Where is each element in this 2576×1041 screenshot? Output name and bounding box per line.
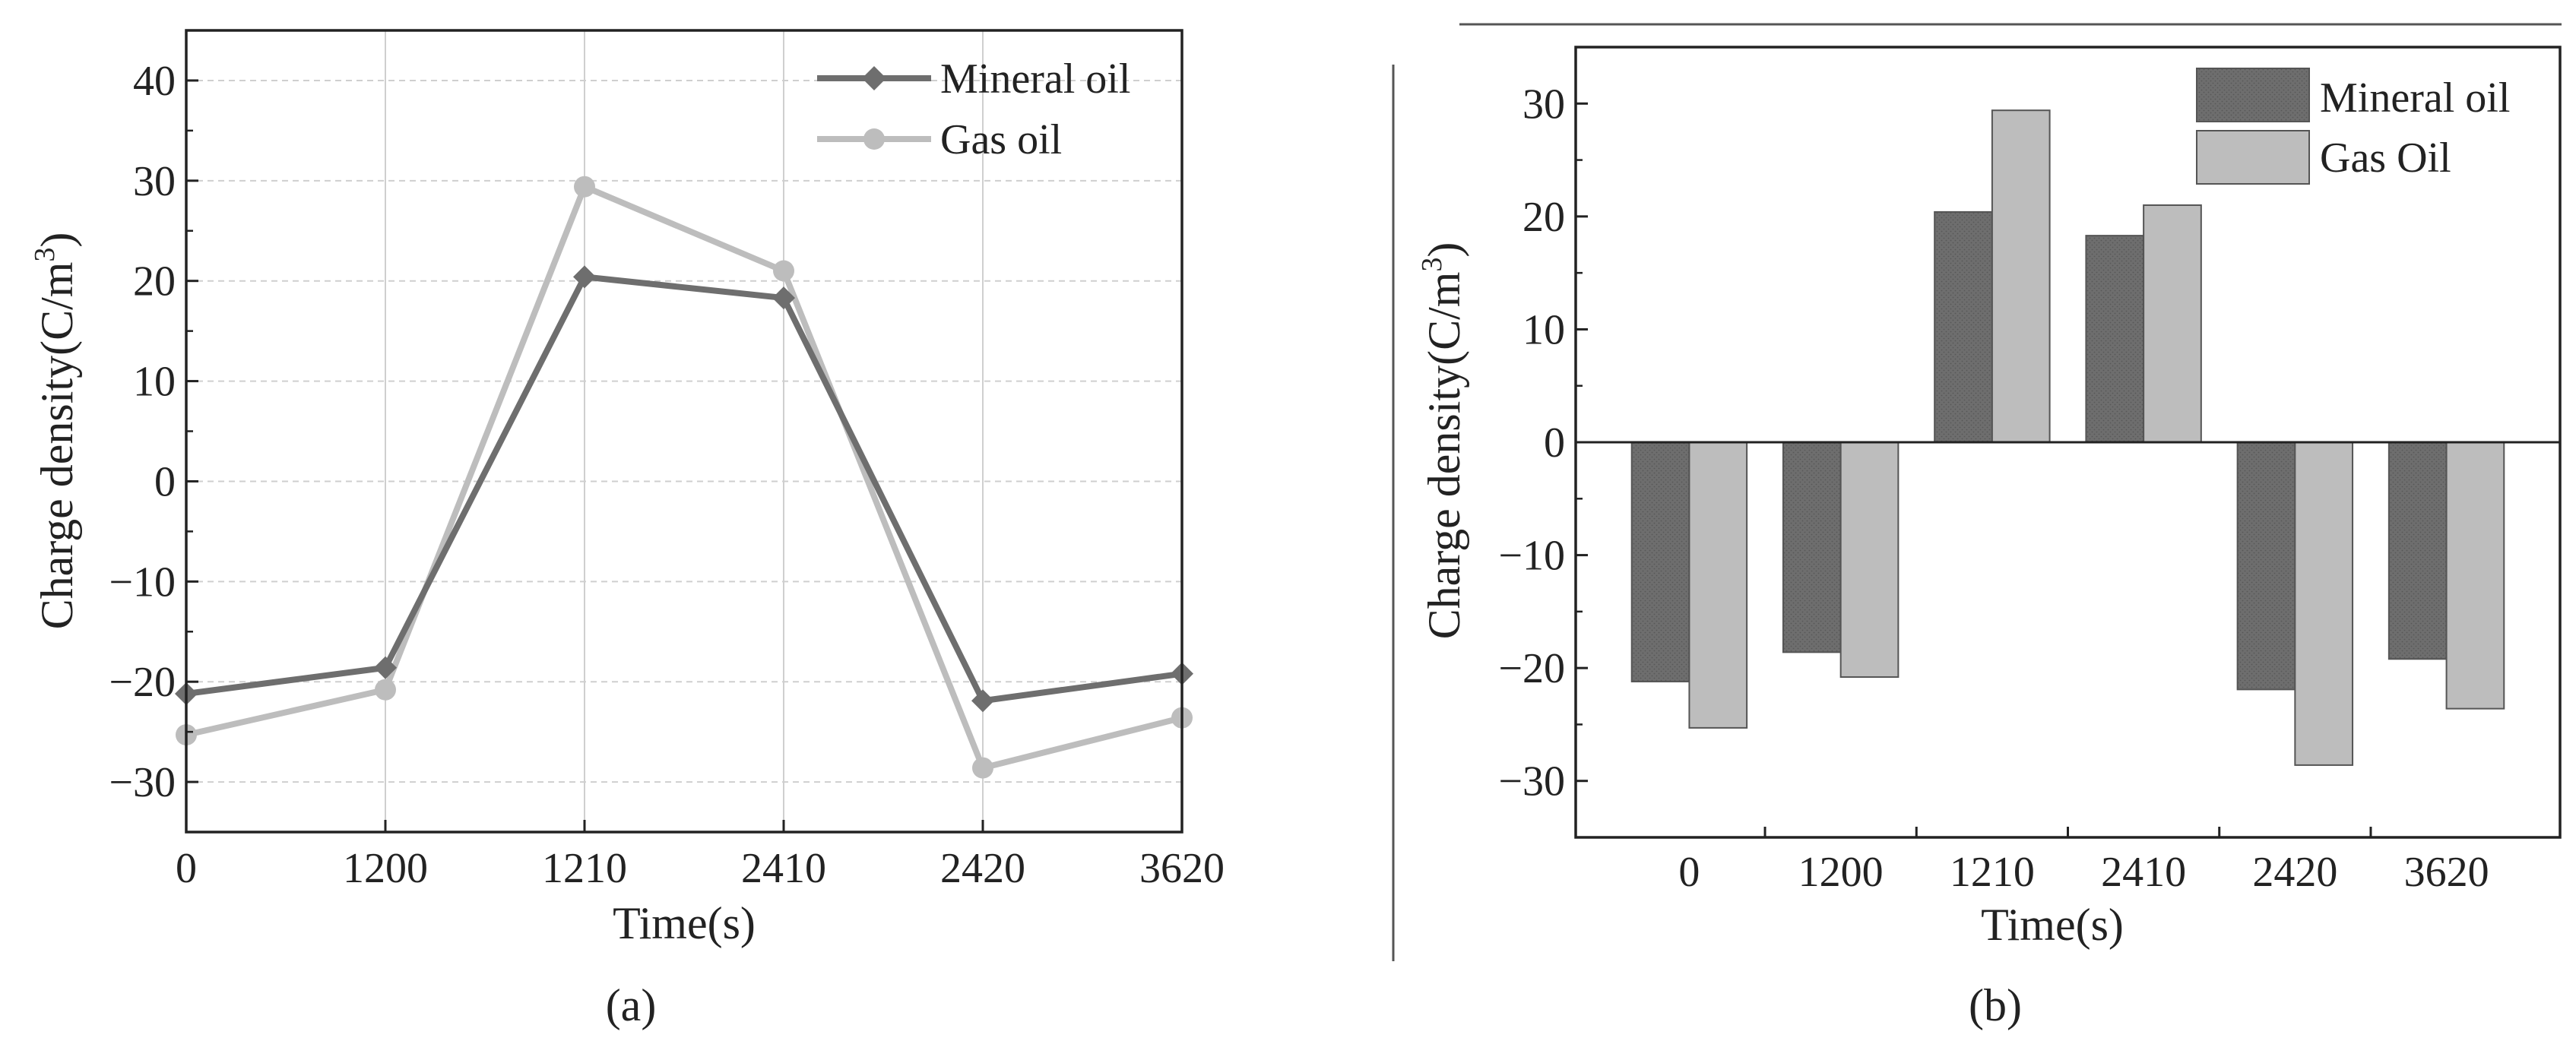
y-tick-label: 0 <box>154 458 176 505</box>
x-tick-label: 2420 <box>2252 849 2337 896</box>
data-point-mineral-oil <box>374 656 397 679</box>
x-tick-label: 2420 <box>940 845 1025 892</box>
bar-mineral-oil <box>1934 210 1993 443</box>
bar-gas-oil <box>2294 441 2354 766</box>
x-axis-title: Time(s) <box>613 898 756 948</box>
axis-ticks: −30 −20 −10 0 10 20 30 40 0 1200 1210 2410 2420 3620 <box>109 29 1225 892</box>
bar-mineral-oil <box>2387 441 2448 660</box>
bar-gas-oil <box>1991 109 2051 443</box>
x-tick-label: 2410 <box>741 845 826 892</box>
bar-mineral-oil <box>2085 235 2145 443</box>
y-tick-label: −10 <box>1498 533 1565 580</box>
data-point-mineral-oil <box>573 265 596 289</box>
y-tick-label: 10 <box>1522 306 1565 353</box>
y-tick-label: 40 <box>133 58 176 105</box>
x-tick-label: 3620 <box>1139 845 1225 892</box>
series-line-gas-oil <box>185 183 1183 771</box>
panel-label-a: (a) <box>606 980 657 1030</box>
x-tick-label: 1200 <box>1798 849 1884 896</box>
y-tick-label: 20 <box>133 258 176 305</box>
y-axis-title-superscript: 3 <box>29 248 61 262</box>
bar-gas-oil <box>2445 441 2505 710</box>
x-tick-label: 0 <box>1678 849 1700 896</box>
axis-ticks: 0 1200 1210 2410 2420 3620 −30 −20 −10 0 10 20 30 <box>1498 46 2489 896</box>
y-axis-title-text: Charge density(C/m <box>1419 272 1469 640</box>
data-point-mineral-oil <box>772 286 795 310</box>
x-tick-label: 0 <box>176 845 197 892</box>
y-axis-title-tail: ) <box>32 233 82 248</box>
bar-chart-panel: 0 1200 1210 2410 2420 3620 −30 −20 −10 0 10 20 30 Ti… <box>1416 46 2562 1030</box>
y-tick-label: 30 <box>133 158 176 205</box>
y-tick-label: −20 <box>109 659 176 706</box>
y-axis-title-superscript: 3 <box>1416 258 1448 272</box>
y-tick-label: −30 <box>109 759 176 806</box>
panel-label-b: (b) <box>1969 980 2022 1030</box>
series-lines <box>175 176 1193 779</box>
bar-gas-oil <box>1688 441 1748 729</box>
data-point-gas-oil <box>574 176 595 198</box>
x-tick-label: 1210 <box>1950 849 2035 896</box>
legend: Mineral oil Gas oil <box>817 55 1130 163</box>
y-axis-title: Charge density(C/m3) <box>1416 242 1469 640</box>
x-axis-title: Time(s) <box>1981 900 2124 950</box>
x-tick-label: 3620 <box>2404 849 2489 896</box>
legend: Mineral oil Gas Oil <box>2196 68 2510 185</box>
y-tick-label: 20 <box>1522 194 1565 241</box>
y-tick-label: −20 <box>1498 645 1565 692</box>
series-line-mineral-oil <box>185 274 1183 704</box>
bars <box>1630 109 2505 766</box>
bar-mineral-oil <box>1630 441 1690 682</box>
bar-gas-oil <box>1839 441 1900 679</box>
legend-label-gas-oil: Gas Oil <box>2320 134 2451 182</box>
legend-swatch-mineral-oil <box>2196 68 2310 122</box>
bar-gas-oil <box>2143 204 2202 443</box>
y-axis-title-text: Charge density(C/m <box>32 262 82 630</box>
y-tick-label: −30 <box>1498 758 1565 805</box>
bar-mineral-oil <box>2236 441 2296 691</box>
data-point-gas-oil <box>375 679 396 701</box>
legend-label-gas-oil: Gas oil <box>940 116 1062 163</box>
x-tick-label: 1210 <box>542 845 627 892</box>
legend-label-mineral-oil: Mineral oil <box>940 55 1130 103</box>
data-point-gas-oil <box>773 260 794 282</box>
y-tick-label: 30 <box>1522 81 1565 128</box>
data-point-gas-oil <box>972 757 993 779</box>
x-tick-label: 2410 <box>2101 849 2186 896</box>
y-tick-label: 0 <box>1544 419 1565 467</box>
bar-mineral-oil <box>1782 441 1842 653</box>
legend-marker-mineral-oil <box>862 66 886 90</box>
data-point-mineral-oil <box>971 689 994 713</box>
legend-label-mineral-oil: Mineral oil <box>2320 74 2510 122</box>
y-axis-title-tail: ) <box>1419 242 1469 258</box>
y-tick-label: 10 <box>133 359 176 406</box>
legend-marker-gas-oil <box>863 128 885 150</box>
legend-swatch-gas-oil <box>2196 130 2310 185</box>
x-tick-label: 1200 <box>343 845 428 892</box>
y-tick-label: −10 <box>109 558 176 606</box>
y-axis-title: Charge density(C/m3) <box>29 233 82 630</box>
